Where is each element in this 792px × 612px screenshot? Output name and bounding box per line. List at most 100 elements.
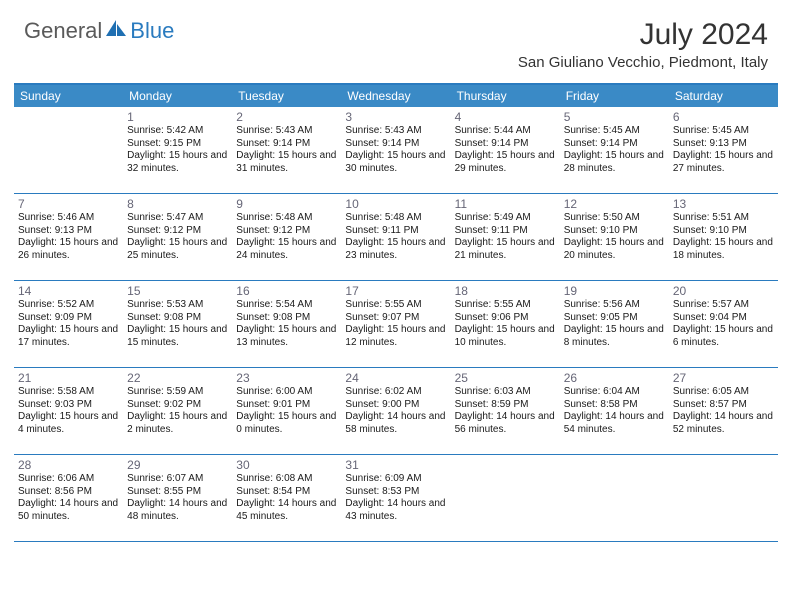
sunrise-text: Sunrise: 5:45 AM [564, 125, 665, 138]
sunrise-text: Sunrise: 5:49 AM [455, 212, 556, 225]
sunset-text: Sunset: 9:08 PM [127, 312, 228, 325]
sunrise-text: Sunrise: 5:55 AM [455, 299, 556, 312]
week-row: 14Sunrise: 5:52 AMSunset: 9:09 PMDayligh… [14, 281, 778, 368]
day-number: 15 [127, 284, 228, 298]
day-number: 21 [18, 371, 119, 385]
day-cell [451, 455, 560, 541]
daylight-text: Daylight: 15 hours and 32 minutes. [127, 150, 228, 175]
day-number: 19 [564, 284, 665, 298]
sunrise-text: Sunrise: 5:46 AM [18, 212, 119, 225]
sunset-text: Sunset: 9:13 PM [673, 138, 774, 151]
day-cell: 22Sunrise: 5:59 AMSunset: 9:02 PMDayligh… [123, 368, 232, 454]
daylight-text: Daylight: 15 hours and 31 minutes. [236, 150, 337, 175]
sunrise-text: Sunrise: 5:47 AM [127, 212, 228, 225]
sunrise-text: Sunrise: 5:42 AM [127, 125, 228, 138]
sunrise-text: Sunrise: 5:48 AM [345, 212, 446, 225]
day-cell: 25Sunrise: 6:03 AMSunset: 8:59 PMDayligh… [451, 368, 560, 454]
dayhead-wednesday: Wednesday [341, 85, 450, 107]
sunrise-text: Sunrise: 5:48 AM [236, 212, 337, 225]
day-number: 30 [236, 458, 337, 472]
sunset-text: Sunset: 9:11 PM [345, 225, 446, 238]
day-cell: 20Sunrise: 5:57 AMSunset: 9:04 PMDayligh… [669, 281, 778, 367]
daylight-text: Daylight: 15 hours and 10 minutes. [455, 324, 556, 349]
sunrise-text: Sunrise: 6:00 AM [236, 386, 337, 399]
day-cell: 12Sunrise: 5:50 AMSunset: 9:10 PMDayligh… [560, 194, 669, 280]
day-cell: 13Sunrise: 5:51 AMSunset: 9:10 PMDayligh… [669, 194, 778, 280]
sunrise-text: Sunrise: 5:55 AM [345, 299, 446, 312]
sunset-text: Sunset: 8:59 PM [455, 399, 556, 412]
sunset-text: Sunset: 9:04 PM [673, 312, 774, 325]
day-cell: 6Sunrise: 5:45 AMSunset: 9:13 PMDaylight… [669, 107, 778, 193]
daylight-text: Daylight: 14 hours and 43 minutes. [345, 498, 446, 523]
daylight-text: Daylight: 15 hours and 2 minutes. [127, 411, 228, 436]
week-row: 28Sunrise: 6:06 AMSunset: 8:56 PM Dayligh… [14, 455, 778, 542]
sunrise-text: Sunrise: 5:54 AM [236, 299, 337, 312]
sunset-text: Sunset: 9:10 PM [673, 225, 774, 238]
day-number: 2 [236, 110, 337, 124]
day-number: 28 [18, 458, 119, 472]
day-number: 5 [564, 110, 665, 124]
dayhead-tuesday: Tuesday [232, 85, 341, 107]
day-cell: 19Sunrise: 5:56 AMSunset: 9:05 PMDayligh… [560, 281, 669, 367]
day-number: 13 [673, 197, 774, 211]
day-cell: 3Sunrise: 5:43 AMSunset: 9:14 PMDaylight… [341, 107, 450, 193]
day-cell: 24Sunrise: 6:02 AMSunset: 9:00 PMDayligh… [341, 368, 450, 454]
day-number: 26 [564, 371, 665, 385]
daylight-text: Daylight: 15 hours and 25 minutes. [127, 237, 228, 262]
day-number: 9 [236, 197, 337, 211]
day-cell: 11Sunrise: 5:49 AMSunset: 9:11 PMDayligh… [451, 194, 560, 280]
sunrise-text: Sunrise: 5:43 AM [236, 125, 337, 138]
day-number: 10 [345, 197, 446, 211]
daylight-text: Daylight: 15 hours and 30 minutes. [345, 150, 446, 175]
sunrise-text: Sunrise: 6:05 AM [673, 386, 774, 399]
sunset-text: Sunset: 9:14 PM [236, 138, 337, 151]
daylight-text: Daylight: 15 hours and 27 minutes. [673, 150, 774, 175]
header: General Blue July 2024 San Giuliano Vecc… [0, 0, 792, 75]
day-number: 25 [455, 371, 556, 385]
day-number: 3 [345, 110, 446, 124]
sunset-text: Sunset: 9:01 PM [236, 399, 337, 412]
day-number: 22 [127, 371, 228, 385]
daylight-text: Daylight: 14 hours and 58 minutes. [345, 411, 446, 436]
sunset-text: Sunset: 8:56 PM [18, 486, 119, 499]
sunset-text: Sunset: 9:10 PM [564, 225, 665, 238]
sunset-text: Sunset: 9:03 PM [18, 399, 119, 412]
sunrise-text: Sunrise: 6:03 AM [455, 386, 556, 399]
sunset-text: Sunset: 9:14 PM [455, 138, 556, 151]
logo-sail-icon [106, 20, 128, 43]
sunset-text: Sunset: 9:09 PM [18, 312, 119, 325]
day-cell: 23Sunrise: 6:00 AMSunset: 9:01 PMDayligh… [232, 368, 341, 454]
day-cell: 17Sunrise: 5:55 AMSunset: 9:07 PMDayligh… [341, 281, 450, 367]
day-number: 16 [236, 284, 337, 298]
day-cell: 21Sunrise: 5:58 AMSunset: 9:03 PMDayligh… [14, 368, 123, 454]
day-cell: 4Sunrise: 5:44 AMSunset: 9:14 PMDaylight… [451, 107, 560, 193]
sunset-text: Sunset: 9:12 PM [236, 225, 337, 238]
sunset-text: Sunset: 9:00 PM [345, 399, 446, 412]
week-row: 21Sunrise: 5:58 AMSunset: 9:03 PMDayligh… [14, 368, 778, 455]
daylight-text: Daylight: 15 hours and 12 minutes. [345, 324, 446, 349]
daylight-text: Daylight: 15 hours and 20 minutes. [564, 237, 665, 262]
daylight-text: Daylight: 15 hours and 28 minutes. [564, 150, 665, 175]
day-cell: 10Sunrise: 5:48 AMSunset: 9:11 PMDayligh… [341, 194, 450, 280]
daylight-text: Daylight: 15 hours and 0 minutes. [236, 411, 337, 436]
sunrise-text: Sunrise: 6:02 AM [345, 386, 446, 399]
day-cell: 1Sunrise: 5:42 AMSunset: 9:15 PMDaylight… [123, 107, 232, 193]
logo-text-blue: Blue [130, 18, 174, 44]
day-number: 24 [345, 371, 446, 385]
daylight-text: Daylight: 14 hours and 48 minutes. [127, 498, 228, 523]
logo-text-general: General [24, 18, 102, 44]
day-cell: 31Sunrise: 6:09 AMSunset: 8:53 PMDayligh… [341, 455, 450, 541]
sunset-text: Sunset: 9:02 PM [127, 399, 228, 412]
logo: General Blue [24, 18, 174, 44]
day-number: 12 [564, 197, 665, 211]
sunset-text: Sunset: 9:07 PM [345, 312, 446, 325]
daylight-text: Daylight: 15 hours and 26 minutes. [18, 237, 119, 262]
sunset-text: Sunset: 9:12 PM [127, 225, 228, 238]
daylight-text: Daylight: 15 hours and 29 minutes. [455, 150, 556, 175]
day-header-row: Sunday Monday Tuesday Wednesday Thursday… [14, 85, 778, 107]
sunset-text: Sunset: 9:05 PM [564, 312, 665, 325]
day-number: 29 [127, 458, 228, 472]
sunrise-text: Sunrise: 6:06 AM [18, 473, 119, 486]
sunset-text: Sunset: 9:11 PM [455, 225, 556, 238]
weeks-container: 1Sunrise: 5:42 AMSunset: 9:15 PMDaylight… [14, 107, 778, 542]
